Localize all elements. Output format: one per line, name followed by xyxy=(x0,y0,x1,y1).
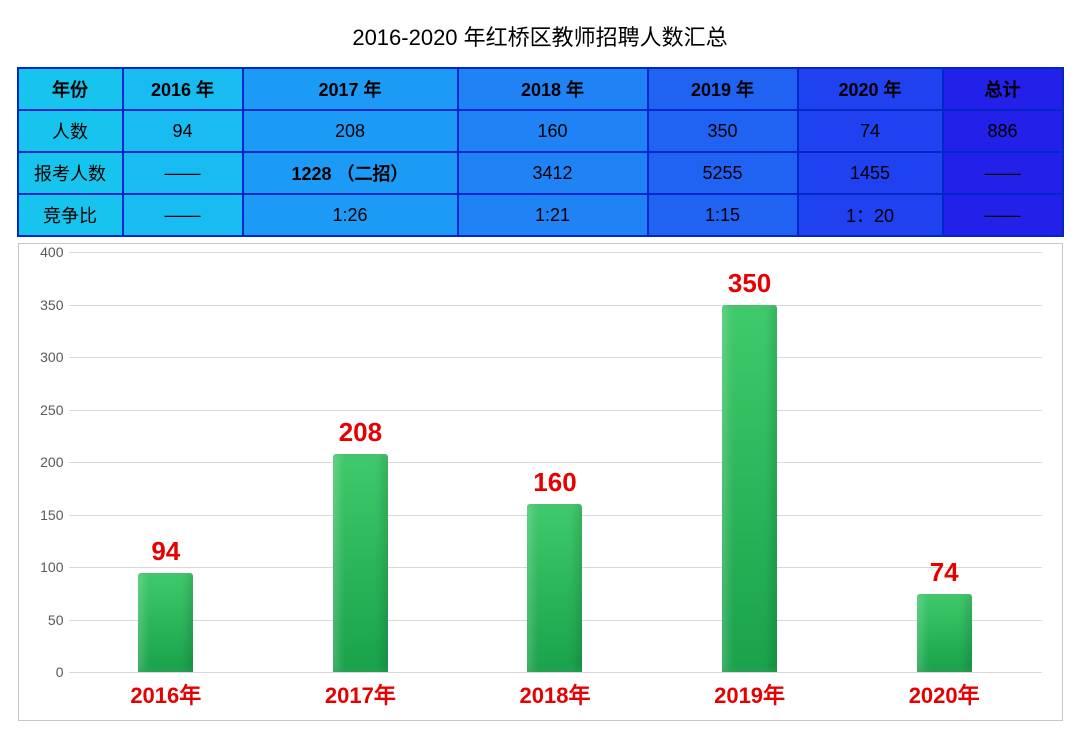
table-cell: —— xyxy=(943,194,1063,236)
table-cell: 总计 xyxy=(943,68,1063,110)
y-tick-label: 0 xyxy=(29,664,64,680)
bar-column: 94 xyxy=(69,252,264,672)
y-tick-label: 350 xyxy=(29,297,64,313)
bar-value-label: 208 xyxy=(339,417,382,448)
x-axis-label: 2016年 xyxy=(69,678,264,710)
x-axis-label: 2018年 xyxy=(458,678,653,710)
bar-column: 160 xyxy=(458,252,653,672)
table-row-label: 报考人数 xyxy=(18,152,123,194)
x-axis: 2016年2017年2018年2019年2020年 xyxy=(69,672,1042,710)
bar-column: 74 xyxy=(847,252,1042,672)
table-row: 年份2016 年2017 年2018 年2019 年2020 年总计 xyxy=(18,68,1063,110)
table-row-label: 竞争比 xyxy=(18,194,123,236)
table-cell: 2017 年 xyxy=(243,68,458,110)
y-tick-label: 400 xyxy=(29,244,64,260)
table-cell: 2018 年 xyxy=(458,68,648,110)
summary-table: 年份2016 年2017 年2018 年2019 年2020 年总计人数9420… xyxy=(17,67,1064,237)
y-tick-label: 200 xyxy=(29,454,64,470)
table-row: 人数9420816035074886 xyxy=(18,110,1063,152)
bar-column: 350 xyxy=(652,252,847,672)
table-cell: 350 xyxy=(648,110,798,152)
table-row-label: 年份 xyxy=(18,68,123,110)
bar-chart: 0 50 100 150 200 250 300 350 400 94 208 160 350 74 20… xyxy=(18,243,1063,721)
x-axis-label: 2020年 xyxy=(847,678,1042,710)
table-cell: 1:26 xyxy=(243,194,458,236)
table-cell: 1228 （二招） xyxy=(243,152,458,194)
x-axis-label: 2019年 xyxy=(652,678,847,710)
table-cell: 208 xyxy=(243,110,458,152)
page-title: 2016-2020 年红桥区教师招聘人数汇总 xyxy=(10,20,1070,52)
table-row: 竞争比——1:261:211:151：20—— xyxy=(18,194,1063,236)
table-cell: 2016 年 xyxy=(123,68,243,110)
plot-area: 0501001502002503003504009420816035074 xyxy=(69,252,1042,672)
bars-container: 94 208 160 350 74 xyxy=(69,252,1042,672)
x-axis-label: 2017年 xyxy=(263,678,458,710)
bar xyxy=(138,573,193,672)
table-cell: —— xyxy=(123,194,243,236)
bar xyxy=(722,305,777,673)
y-tick-label: 50 xyxy=(29,612,64,628)
bar xyxy=(527,504,582,672)
bar-value-label: 94 xyxy=(151,536,180,567)
table-cell: 1455 xyxy=(798,152,943,194)
table-cell: 1:15 xyxy=(648,194,798,236)
table-cell: 5255 xyxy=(648,152,798,194)
table-cell: —— xyxy=(943,152,1063,194)
bar-value-label: 74 xyxy=(930,557,959,588)
table-cell: 2020 年 xyxy=(798,68,943,110)
table-cell: 1:21 xyxy=(458,194,648,236)
table-cell: 94 xyxy=(123,110,243,152)
table-cell: 3412 xyxy=(458,152,648,194)
y-tick-label: 150 xyxy=(29,507,64,523)
table-cell: 2019 年 xyxy=(648,68,798,110)
y-tick-label: 300 xyxy=(29,349,64,365)
table-cell: 160 xyxy=(458,110,648,152)
bar xyxy=(333,454,388,672)
table-cell: 74 xyxy=(798,110,943,152)
grid-line xyxy=(69,672,1042,673)
y-tick-label: 100 xyxy=(29,559,64,575)
table-cell: 886 xyxy=(943,110,1063,152)
bar-value-label: 160 xyxy=(533,467,576,498)
y-tick-label: 250 xyxy=(29,402,64,418)
bar-column: 208 xyxy=(263,252,458,672)
table-cell: 1：20 xyxy=(798,194,943,236)
table-row: 报考人数——1228 （二招）341252551455—— xyxy=(18,152,1063,194)
table-row-label: 人数 xyxy=(18,110,123,152)
bar-value-label: 350 xyxy=(728,268,771,299)
table-cell: —— xyxy=(123,152,243,194)
bar xyxy=(917,594,972,672)
